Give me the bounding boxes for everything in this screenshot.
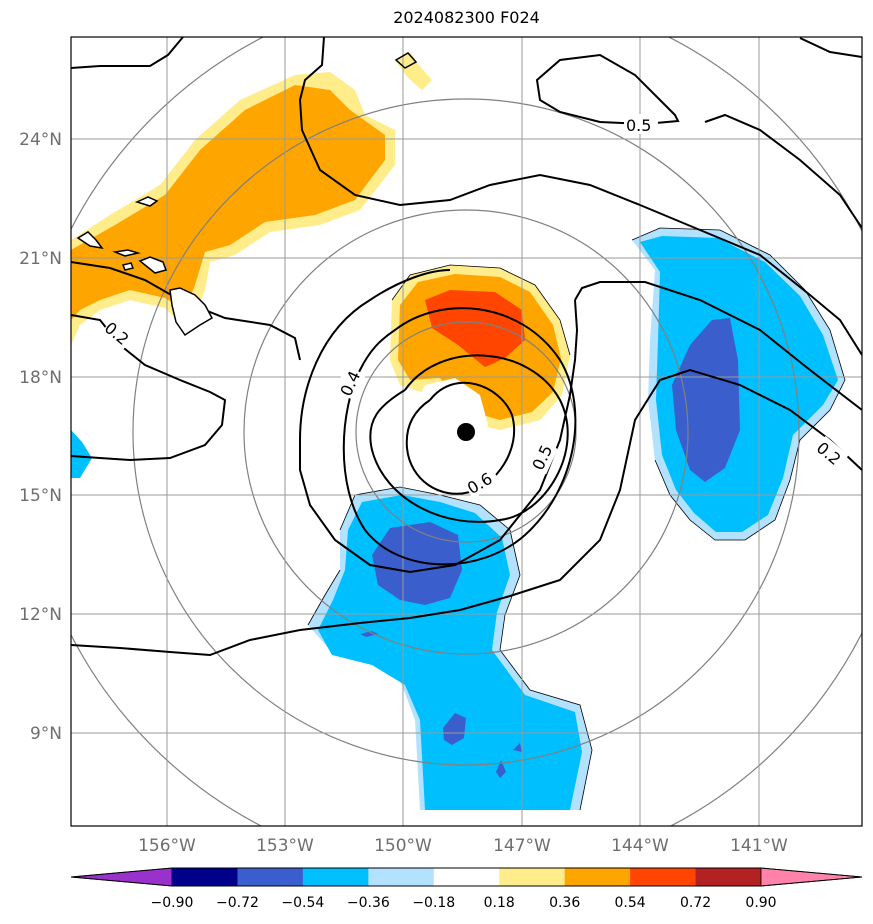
contour-top-right-corner xyxy=(799,37,862,58)
colorbar-tick-label: −0.72 xyxy=(216,895,259,911)
contour-top-left xyxy=(71,37,184,69)
lon-tick-144w: 144°W xyxy=(611,836,669,856)
colorbar-extend-max xyxy=(760,867,863,887)
figure-title: 2024082300 F024 xyxy=(393,8,540,27)
negative-anomaly-peak-east xyxy=(672,318,740,482)
range-rings xyxy=(71,37,862,826)
lon-tick-141w: 141°W xyxy=(730,836,788,856)
island-oahu xyxy=(76,231,104,250)
colorbar-swatch xyxy=(172,868,238,886)
colorbar-tick-label: 0.90 xyxy=(745,895,776,911)
contour-upper-loop xyxy=(298,37,862,356)
positive-anomaly-patch-top xyxy=(395,52,432,90)
contour-label-top: 0.5 xyxy=(626,116,651,135)
contour-0.5-inner xyxy=(369,354,569,523)
storm-center-marker xyxy=(457,423,475,441)
colorbar-tick-label: 0.36 xyxy=(549,895,580,911)
contour-0.5-top xyxy=(535,53,680,126)
colorbar xyxy=(70,867,863,887)
colorbar-swatch xyxy=(237,868,304,886)
map-plot-area: 0.5 0.2 0.4 0.6 0.5 0.2 xyxy=(71,37,862,826)
lat-tick-9n: 9°N xyxy=(30,724,62,744)
contour-west-lower xyxy=(71,314,227,462)
lat-tick-18n: 18°N xyxy=(19,368,62,388)
range-ring-3 xyxy=(132,98,800,766)
island-top-atoll xyxy=(394,52,418,69)
lon-tick-150w: 150°W xyxy=(374,836,432,856)
negative-anomaly-region-west-edge xyxy=(71,430,92,478)
lat-tick-15n: 15°N xyxy=(19,486,62,506)
contour-label-west: 0.2 xyxy=(101,318,133,349)
colorbar-extend-min xyxy=(70,867,173,887)
range-ring-2 xyxy=(243,209,689,655)
lat-tick-24n: 24°N xyxy=(19,130,62,150)
lat-tick-21n: 21°N xyxy=(19,249,62,269)
colorbar-swatch xyxy=(302,868,369,886)
island-big-island xyxy=(169,287,214,337)
lon-tick-153w: 153°W xyxy=(256,836,314,856)
negative-anomaly-spot-south-d xyxy=(360,631,378,637)
lon-tick-156w: 156°W xyxy=(138,836,196,856)
negative-anomaly-peak-south xyxy=(372,522,462,605)
colorbar-tick-label: −0.54 xyxy=(281,895,324,911)
contour-south xyxy=(71,368,862,657)
colorbar-tick-label: −0.36 xyxy=(347,895,390,911)
colorbar-swatch xyxy=(695,868,762,886)
negative-anomaly-spot-south-c xyxy=(513,743,522,752)
island-maui xyxy=(138,256,167,274)
graticule xyxy=(71,37,862,826)
lon-tick-labels: 156°W 153°W 150°W 147°W 144°W 141°W xyxy=(138,836,788,856)
colorbar-tick-labels: −0.90 −0.72 −0.54 −0.36 −0.18 0.18 0.36 0.54 0.7… xyxy=(151,895,777,911)
colorbar-swatch xyxy=(433,868,500,886)
contour-0.5-outer xyxy=(299,269,862,574)
colorbar-swatch xyxy=(630,868,697,886)
island-kauai xyxy=(134,196,159,207)
island-lanai xyxy=(121,262,135,271)
colorbar-tick-label: 0.18 xyxy=(484,895,515,911)
range-ring-1 xyxy=(355,321,577,543)
lon-tick-147w: 147°W xyxy=(493,836,551,856)
colorbar-swatch xyxy=(499,868,566,886)
island-molokai xyxy=(112,249,141,257)
colorbar-tick-label: −0.90 xyxy=(151,895,194,911)
colorbar-tick-label: 0.72 xyxy=(680,895,711,911)
colorbar-swatch xyxy=(564,868,631,886)
colorbar-tick-label: 0.54 xyxy=(615,895,646,911)
lat-tick-labels: 24°N 21°N 18°N 15°N 12°N 9°N xyxy=(19,130,62,744)
colorbar-outline xyxy=(70,867,863,887)
negative-anomaly-spot-south-a xyxy=(443,713,466,745)
contour-top-right xyxy=(704,113,862,229)
negative-anomaly-spot-south-b xyxy=(496,760,506,778)
coastlines-hawaii xyxy=(76,52,418,337)
anomaly-outline-lines xyxy=(307,227,846,811)
colorbar-swatch xyxy=(368,868,435,886)
map-frame xyxy=(70,36,863,827)
lat-tick-12n: 12°N xyxy=(19,605,62,625)
colorbar-tick-label: −0.18 xyxy=(412,895,455,911)
